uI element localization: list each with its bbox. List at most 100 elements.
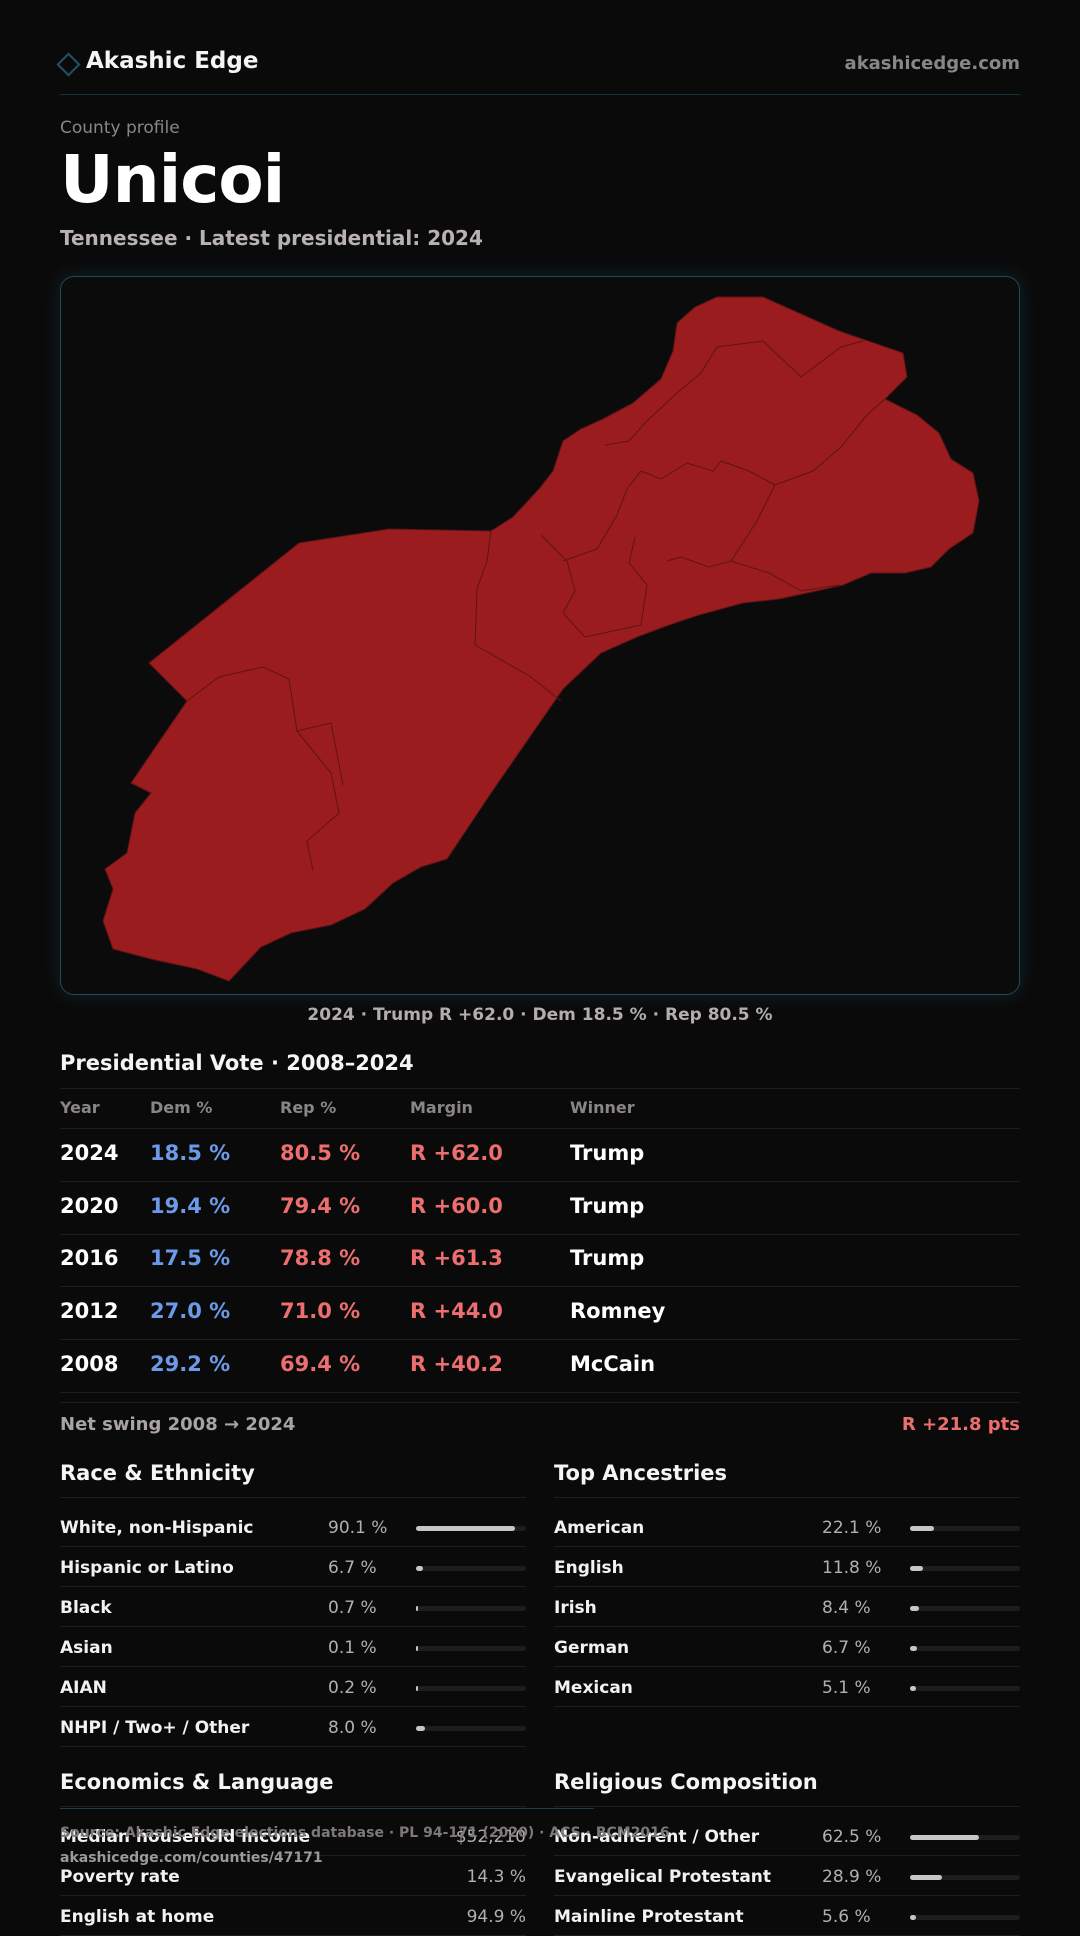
race-row-bar-track [416, 1526, 526, 1531]
logo-diamond-icon [56, 52, 81, 77]
race-row-divider [60, 1546, 526, 1547]
religion-row-bar-track [910, 1915, 1020, 1920]
cell-rep: 80.5 % [280, 1141, 361, 1165]
economics-row-divider [60, 1855, 526, 1856]
race-row-bar-track [416, 1726, 526, 1731]
economics-row-label: Poverty rate [60, 1867, 180, 1887]
ancestry-row-bar-fill [910, 1686, 916, 1691]
race-row-bar-fill [416, 1686, 418, 1691]
ancestry-row-label: American [554, 1518, 645, 1538]
religion-section-title: Religious Composition [554, 1770, 818, 1794]
cell-margin: R +61.3 [410, 1246, 503, 1270]
cell-dem: 18.5 % [150, 1141, 231, 1165]
economics-row-value: $52,210 [455, 1827, 526, 1847]
page-title: Unicoi [60, 141, 285, 218]
ancestry-row-label: Mexican [554, 1678, 633, 1698]
cell-rep: 71.0 % [280, 1299, 361, 1323]
footer-link[interactable]: akashicedge.com/counties/47171 [60, 1850, 323, 1866]
brand-name[interactable]: Akashic Edge [86, 48, 259, 74]
race-row-label: NHPI / Two+ / Other [60, 1718, 250, 1738]
cell-winner: Trump [570, 1141, 645, 1165]
religion-row-percent: 28.9 % [822, 1867, 882, 1887]
ancestry-row-divider [554, 1586, 1020, 1587]
religion-row-bar-fill [910, 1875, 942, 1880]
ancestry-row-percent: 8.4 % [822, 1598, 871, 1618]
site-url-link[interactable]: akashicedge.com [844, 53, 1020, 74]
cell-year: 2012 [60, 1299, 119, 1323]
ancestry-row-divider [554, 1546, 1020, 1547]
religion-row-divider [554, 1855, 1020, 1856]
page-subtitle: Tennessee · Latest presidential: 2024 [60, 226, 483, 250]
col-header-year: Year [60, 1098, 100, 1117]
ancestry-row-bar-track [910, 1686, 1020, 1691]
swing-divider [60, 1402, 1020, 1403]
col-header-margin: Margin [410, 1098, 473, 1117]
ancestry-row-percent: 11.8 % [822, 1558, 882, 1578]
religion-row-bar-track [910, 1835, 1020, 1840]
county-map [102, 296, 980, 982]
map-caption: 2024 · Trump R +62.0 · Dem 18.5 % · Rep … [307, 1005, 773, 1025]
cell-year: 2024 [60, 1141, 119, 1165]
cell-winner: Romney [570, 1299, 666, 1323]
ancestry-section-title: Top Ancestries [554, 1461, 728, 1485]
vote-title-divider [60, 1088, 1020, 1089]
religion-row-label: Mainline Protestant [554, 1907, 744, 1927]
cell-margin: R +44.0 [410, 1299, 503, 1323]
vote-section-title: Presidential Vote · 2008–2024 [60, 1051, 414, 1075]
ancestry-row-label: Irish [554, 1598, 597, 1618]
subdivision-lines [186, 340, 886, 872]
ancestry-row-divider [554, 1626, 1020, 1627]
race-row-bar-track [416, 1686, 526, 1691]
race-row-bar-fill [416, 1566, 423, 1571]
religion-row-divider [554, 1895, 1020, 1896]
county-map-card [60, 276, 1020, 995]
footer-divider [60, 1808, 594, 1809]
religion-row-percent: 62.5 % [822, 1827, 882, 1847]
ancestry-row-percent: 6.7 % [822, 1638, 871, 1658]
cell-year: 2020 [60, 1194, 119, 1218]
ancestry-row-divider [554, 1706, 1020, 1707]
row-divider [60, 1181, 1020, 1182]
economics-row-value: 14.3 % [466, 1867, 526, 1887]
race-row-percent: 0.7 % [328, 1598, 377, 1618]
cell-year: 2008 [60, 1352, 119, 1376]
race-row-bar-fill [416, 1646, 418, 1651]
ancestry-row-percent: 22.1 % [822, 1518, 882, 1538]
religion-row-bar-fill [910, 1915, 916, 1920]
race-row-percent: 8.0 % [328, 1718, 377, 1738]
ancestry-row-bar-track [910, 1606, 1020, 1611]
net-swing-label: Net swing 2008 → 2024 [60, 1414, 296, 1435]
race-row-bar-fill [416, 1526, 515, 1531]
race-row-divider [60, 1706, 526, 1707]
cell-dem: 19.4 % [150, 1194, 231, 1218]
ancestry-row-bar-fill [910, 1646, 917, 1651]
cell-year: 2016 [60, 1246, 119, 1270]
page-kicker: County profile [60, 118, 180, 138]
economics-section-title: Economics & Language [60, 1770, 334, 1794]
cell-margin: R +40.2 [410, 1352, 503, 1376]
footer-source: Source: Akashic Edge elections database … [60, 1825, 670, 1841]
col-header-winner: Winner [570, 1098, 635, 1117]
race-row-divider [60, 1666, 526, 1667]
cell-rep: 78.8 % [280, 1246, 361, 1270]
race-row-divider [60, 1626, 526, 1627]
race-row-bar-fill [416, 1726, 425, 1731]
race-row-percent: 6.7 % [328, 1558, 377, 1578]
row-divider [60, 1234, 1020, 1235]
economics-row-divider [60, 1895, 526, 1896]
race-row-bar-track [416, 1646, 526, 1651]
race-row-bar-fill [416, 1606, 418, 1611]
race-row-percent: 90.1 % [328, 1518, 388, 1538]
row-divider [60, 1339, 1020, 1340]
religion-row-percent: 5.6 % [822, 1907, 871, 1927]
race-row-label: Asian [60, 1638, 113, 1658]
religion-row-label: Non-adherent / Other [554, 1827, 760, 1847]
ancestry-row-bar-track [910, 1566, 1020, 1571]
race-row-percent: 0.1 % [328, 1638, 377, 1658]
county-shape[interactable] [102, 296, 980, 982]
col-header-dem: Dem % [150, 1098, 213, 1117]
economics-row-label: Median household income [60, 1827, 311, 1847]
cell-dem: 29.2 % [150, 1352, 231, 1376]
race-row-bar-track [416, 1606, 526, 1611]
race-row-divider [60, 1586, 526, 1587]
